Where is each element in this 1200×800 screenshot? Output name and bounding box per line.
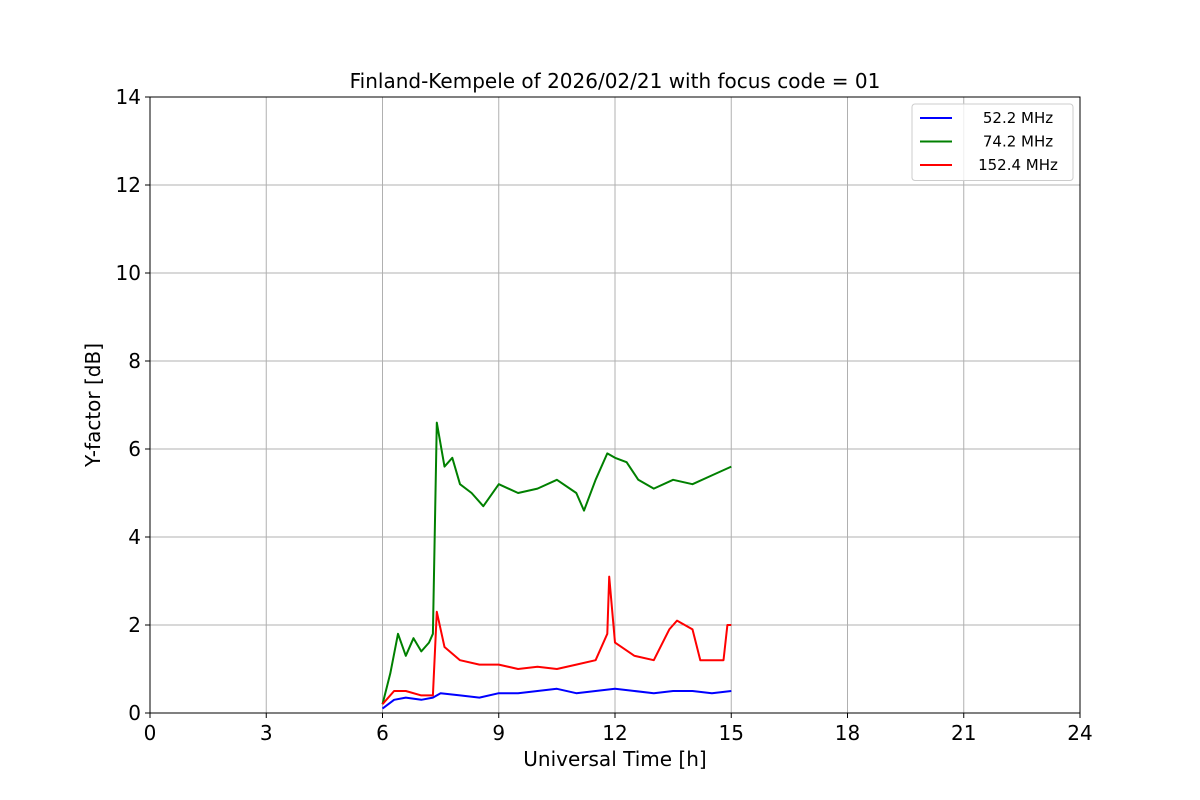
x-tick-label: 6 [376, 721, 389, 745]
x-tick-label: 12 [602, 721, 627, 745]
x-tick-label: 24 [1067, 721, 1092, 745]
y-tick-label: 6 [128, 437, 141, 461]
y-axis-ticks: 0 2 4 6 8 10 12 14 [116, 85, 150, 725]
x-tick-label: 3 [260, 721, 273, 745]
y-tick-label: 10 [116, 261, 141, 285]
series-line-0 [381, 687, 732, 710]
x-tick-label: 18 [835, 721, 860, 745]
x-axis-label: Universal Time [h] [523, 747, 706, 771]
x-axis-ticks: 0 3 6 9 12 15 18 21 24 [144, 713, 1093, 745]
y-axis-label: Y-factor [dB] [81, 343, 105, 468]
y-tick-label: 8 [128, 349, 141, 373]
y-tick-label: 0 [128, 701, 141, 725]
chart-title: Finland-Kempele of 2026/02/21 with focus… [350, 69, 881, 93]
y-tick-label: 12 [116, 173, 141, 197]
legend-label: 74.2 MHz [983, 133, 1053, 151]
legend-label: 52.2 MHz [983, 109, 1053, 127]
y-tick-label: 4 [128, 525, 141, 549]
x-tick-label: 0 [144, 721, 157, 745]
series-line-1 [381, 421, 732, 705]
x-tick-label: 9 [492, 721, 505, 745]
x-tick-label: 21 [951, 721, 976, 745]
y-tick-label: 2 [128, 613, 141, 637]
x-tick-label: 15 [719, 721, 744, 745]
series-line-2 [381, 575, 732, 705]
legend-label: 152.4 MHz [978, 156, 1058, 174]
plot-series [381, 421, 732, 710]
y-tick-label: 14 [116, 85, 141, 109]
legend-box [911, 103, 1074, 181]
legend: 52.2 MHz 74.2 MHz 152.4 MHz [911, 103, 1074, 181]
